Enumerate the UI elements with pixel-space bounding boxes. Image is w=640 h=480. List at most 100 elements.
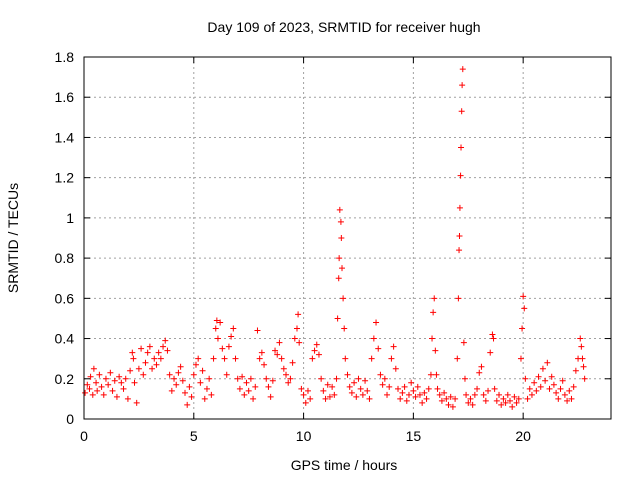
data-point (90, 365, 97, 372)
data-point (197, 379, 204, 386)
data-point (441, 389, 448, 396)
data-point (496, 391, 503, 398)
data-point (335, 275, 342, 282)
data-point (546, 385, 553, 392)
data-point (280, 365, 287, 372)
y-axis-label: SRMTID / TECUs (5, 183, 21, 293)
data-point (487, 349, 494, 356)
data-point (313, 341, 320, 348)
data-point (461, 375, 468, 382)
data-point (392, 365, 399, 372)
data-point (120, 385, 127, 392)
data-point (118, 379, 125, 386)
data-point (368, 355, 375, 362)
data-point (521, 305, 528, 312)
y-tick-label: 0.4 (55, 331, 75, 347)
data-point (164, 347, 171, 354)
data-point (459, 82, 466, 89)
data-point (502, 399, 509, 406)
data-point (493, 397, 500, 404)
data-point (430, 309, 437, 316)
data-point (463, 391, 470, 398)
data-points (82, 66, 588, 410)
data-point (386, 383, 393, 390)
data-point (94, 387, 101, 394)
data-point (401, 383, 408, 390)
data-point (100, 391, 107, 398)
data-point (348, 389, 355, 396)
data-point (458, 144, 465, 151)
data-point (192, 361, 199, 368)
x-axis-label: GPS time / hours (291, 457, 398, 473)
data-point (105, 381, 112, 388)
data-point (96, 371, 103, 378)
data-point (572, 367, 579, 374)
data-point (232, 355, 239, 362)
data-point (395, 385, 402, 392)
data-point (405, 391, 412, 398)
data-point (364, 387, 371, 394)
data-point (438, 397, 445, 404)
data-point (146, 343, 153, 350)
data-point (309, 355, 316, 362)
axis-ticks: 0 0.2 0.4 0.6 0.8 1 1.2 1.4 1.6 1.8 0 5 10 15 20 (55, 49, 611, 444)
y-tick-label: 0.2 (55, 371, 75, 387)
data-point (362, 377, 369, 384)
data-point (274, 351, 281, 358)
data-point (429, 335, 436, 342)
data-point (423, 395, 430, 402)
data-point (537, 383, 544, 390)
data-point (333, 375, 340, 382)
data-point (421, 389, 428, 396)
data-point (199, 367, 206, 374)
data-point (454, 355, 461, 362)
data-point (445, 401, 452, 408)
data-point (412, 393, 419, 400)
data-point (341, 325, 348, 332)
data-point (144, 349, 151, 356)
data-point (201, 395, 208, 402)
data-point (570, 383, 577, 390)
data-point (342, 355, 349, 362)
data-point (375, 345, 382, 352)
data-point (168, 387, 175, 394)
data-point (258, 349, 265, 356)
data-point (561, 391, 568, 398)
data-point (500, 395, 507, 402)
y-tick-label: 0 (66, 411, 74, 427)
data-point (113, 393, 120, 400)
data-point (357, 385, 364, 392)
data-point (336, 206, 343, 213)
data-point (131, 379, 138, 386)
data-point (511, 393, 518, 400)
data-point (263, 375, 270, 382)
data-point (252, 383, 259, 390)
data-point (339, 265, 346, 272)
data-point (338, 235, 345, 241)
data-point (526, 385, 533, 392)
data-point (485, 387, 492, 394)
y-tick-label: 1.6 (55, 89, 75, 105)
data-point (326, 393, 333, 400)
data-point (460, 339, 467, 346)
data-point (509, 403, 516, 410)
data-point (336, 255, 343, 262)
data-point (498, 401, 505, 408)
data-point (465, 399, 472, 406)
data-point (506, 397, 513, 404)
data-point (124, 395, 131, 402)
data-point (535, 373, 542, 380)
data-point (517, 355, 524, 362)
data-point (179, 377, 186, 384)
data-point (456, 204, 463, 211)
data-point (431, 295, 438, 302)
data-point (142, 359, 149, 366)
data-point (265, 383, 272, 390)
data-point (471, 391, 478, 398)
data-point (93, 379, 100, 386)
data-point (459, 66, 466, 73)
data-point (458, 108, 465, 115)
data-point (155, 349, 162, 356)
